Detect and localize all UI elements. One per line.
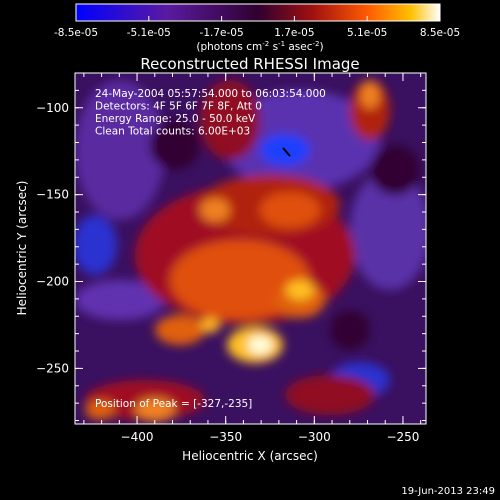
y-axis: −100 −150 −200 −250	[36, 72, 426, 422]
x-tick-label: −350	[209, 430, 242, 444]
footer-timestamp: 19-Jun-2013 23:49	[401, 486, 495, 497]
annotation-block: 24-May-2004 05:57:54.000 to 06:03:54.000…	[95, 88, 326, 138]
peak-marker	[282, 147, 291, 157]
y-axis-label: Heliocentric Y (arcsec)	[15, 181, 29, 316]
x-tick-label: −250	[386, 430, 419, 444]
colorbar-tick-label: 8.5e-05	[420, 27, 460, 39]
colorbar-tick-label: 1.7e-05	[274, 27, 314, 39]
x-tick-label: −300	[298, 430, 331, 444]
colorbar-unit-label: (photons cm-2 s-1 asec-2)	[196, 40, 323, 53]
annotation-line: Clean Total counts: 6.00E+03	[95, 126, 250, 138]
colorbar	[75, 3, 441, 22]
x-axis-label: Heliocentric X (arcsec)	[182, 449, 318, 463]
annotation-line: 24-May-2004 05:57:54.000 to 06:03:54.000	[95, 88, 326, 100]
x-axis: −400 −350 −300 −250	[83, 73, 422, 444]
y-tick-label: −250	[36, 361, 69, 375]
heatmap-image	[75, 73, 426, 424]
x-tick-label: −400	[121, 430, 154, 444]
colorbar-tick-label: -5.1e-05	[127, 27, 171, 39]
colorbar-tick-label: -1.7e-05	[200, 27, 244, 39]
peak-position-label: Position of Peak = [-327,-235]	[95, 398, 252, 410]
annotation-line: Detectors: 4F 5F 6F 7F 8F, Att 0	[95, 101, 262, 113]
y-tick-label: −200	[36, 275, 69, 289]
plot-frame	[74, 72, 427, 425]
colorbar-tick-label: 5.1e-05	[347, 27, 387, 39]
chart-title: Reconstructed RHESSI Image	[140, 55, 359, 73]
colorbar-ticks: -8.5e-05 -5.1e-05 -1.7e-05 1.7e-05 5.1e-05 8.…	[54, 16, 460, 39]
colorbar-tick-label: -8.5e-05	[54, 27, 98, 39]
annotation-line: Energy Range: 25.0 - 50.0 keV	[95, 113, 256, 125]
y-tick-label: −150	[36, 188, 69, 202]
y-tick-label: −100	[36, 101, 69, 115]
